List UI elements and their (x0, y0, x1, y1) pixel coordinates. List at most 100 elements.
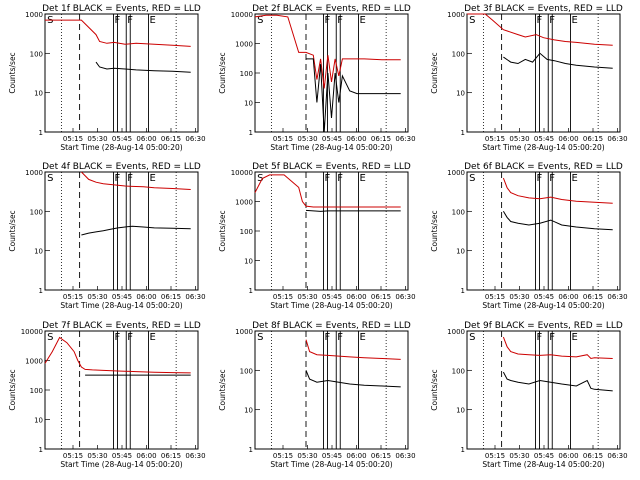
y-tick-label: 100 (452, 208, 465, 216)
marker-label: S (47, 332, 53, 343)
x-tick-label: 06:15 (161, 135, 181, 143)
x-tick-label: 06:00 (346, 293, 366, 301)
marker-label: S (257, 173, 263, 184)
x-tick-label: 06:30 (185, 135, 205, 143)
y-tick-label: 10000 (21, 328, 43, 336)
marker-label: F (114, 15, 120, 26)
x-tick-label: 05:45 (322, 135, 342, 143)
x-axis-label: Start Time (28-Aug-14 05:00:20) (482, 301, 604, 310)
x-tick-label: 05:15 (485, 293, 505, 301)
y-tick-label: 100 (30, 50, 43, 58)
y-tick-label: 10 (244, 407, 253, 415)
marker-label: F (324, 15, 330, 26)
x-tick-label: 06:00 (346, 452, 366, 460)
x-tick-label: 05:45 (112, 452, 132, 460)
x-tick-label: 05:45 (534, 135, 554, 143)
marker-label: F (127, 332, 133, 343)
marker-label: F (549, 173, 555, 184)
marker-label: F (337, 173, 343, 184)
x-tick-label: 06:15 (371, 135, 391, 143)
x-tick-label: 06:30 (607, 135, 627, 143)
chart-title: Det 9f BLACK = Events, RED = LLD (464, 321, 623, 331)
y-tick-label: 1000 (25, 169, 43, 177)
marker-label: E (149, 173, 155, 184)
y-axis-label: Counts/sec (8, 210, 17, 251)
x-tick-label: 06:30 (185, 293, 205, 301)
marker-label: S (47, 173, 53, 184)
x-tick-label: 06:00 (136, 293, 156, 301)
marker-label: F (337, 15, 343, 26)
series-black-line (81, 225, 191, 236)
x-tick-label: 06:15 (583, 135, 603, 143)
y-tick-label: 10 (456, 90, 465, 98)
y-tick-label: 1 (249, 287, 253, 295)
x-tick-label: 06:30 (395, 452, 415, 460)
y-tick-label: 1000 (235, 199, 253, 207)
y-tick-label: 1 (461, 129, 465, 137)
y-tick-label: 10 (244, 258, 253, 266)
series-red-line (81, 171, 191, 190)
series-red-line (467, 13, 613, 46)
chart-title: Det 2f BLACK = Events, RED = LLD (252, 4, 411, 14)
plot-frame (466, 171, 621, 291)
marker-label: S (257, 15, 263, 26)
marker-label: E (359, 15, 365, 26)
marker-label: S (257, 332, 263, 343)
plot-frame (44, 330, 199, 450)
x-axis-label: Start Time (28-Aug-14 05:00:20) (60, 143, 182, 152)
marker-label: S (469, 173, 475, 184)
x-tick-label: 05:15 (273, 452, 293, 460)
x-tick-label: 05:15 (273, 135, 293, 143)
y-tick-label: 100 (30, 387, 43, 395)
y-tick-label: 1000 (447, 11, 465, 19)
x-tick-label: 05:15 (63, 293, 83, 301)
x-tick-label: 05:30 (509, 135, 529, 143)
y-tick-label: 1000 (235, 41, 253, 49)
marker-label: F (114, 173, 120, 184)
series-black-line (502, 371, 613, 392)
x-tick-label: 05:15 (485, 452, 505, 460)
marker-label: F (536, 15, 542, 26)
x-tick-label: 06:00 (558, 452, 578, 460)
x-tick-label: 06:00 (136, 135, 156, 143)
y-tick-label: 100 (452, 367, 465, 375)
x-tick-label: 05:45 (534, 452, 554, 460)
x-tick-label: 05:30 (87, 452, 107, 460)
x-axis-label: Start Time (28-Aug-14 05:00:20) (482, 143, 604, 152)
marker-label: E (571, 15, 577, 26)
y-axis-label: Counts/sec (430, 210, 439, 251)
y-tick-label: 10000 (231, 169, 253, 177)
x-tick-label: 05:15 (63, 452, 83, 460)
x-tick-label: 05:15 (63, 135, 83, 143)
marker-label: F (127, 173, 133, 184)
x-tick-label: 06:00 (136, 452, 156, 460)
x-tick-label: 05:30 (87, 135, 107, 143)
marker-label: E (571, 173, 577, 184)
y-tick-label: 10000 (231, 11, 253, 19)
y-tick-label: 1 (249, 446, 253, 454)
x-tick-label: 05:30 (509, 293, 529, 301)
x-tick-label: 06:15 (583, 452, 603, 460)
series-red-line (254, 14, 401, 89)
y-axis-label: Counts/sec (218, 52, 227, 93)
series-red-line (502, 177, 613, 204)
marker-label: F (549, 15, 555, 26)
y-axis-label: Counts/sec (8, 52, 17, 93)
plot-frame (254, 330, 409, 450)
chart-title: Det 6f BLACK = Events, RED = LLD (464, 162, 623, 172)
chart-title: Det 8f BLACK = Events, RED = LLD (252, 321, 411, 331)
y-tick-label: 1000 (235, 328, 253, 336)
marker-label: F (549, 332, 555, 343)
x-tick-label: 05:30 (297, 135, 317, 143)
marker-label: F (536, 173, 542, 184)
chart-title: Det 1f BLACK = Events, RED = LLD (42, 4, 201, 14)
x-axis-label: Start Time (28-Aug-14 05:00:20) (482, 460, 604, 469)
plot-frame (466, 330, 621, 450)
marker-label: S (469, 332, 475, 343)
marker-label: E (149, 15, 155, 26)
plot-frame (44, 171, 199, 291)
marker-label: E (359, 332, 365, 343)
marker-label: F (324, 173, 330, 184)
y-axis-label: Counts/sec (430, 369, 439, 410)
